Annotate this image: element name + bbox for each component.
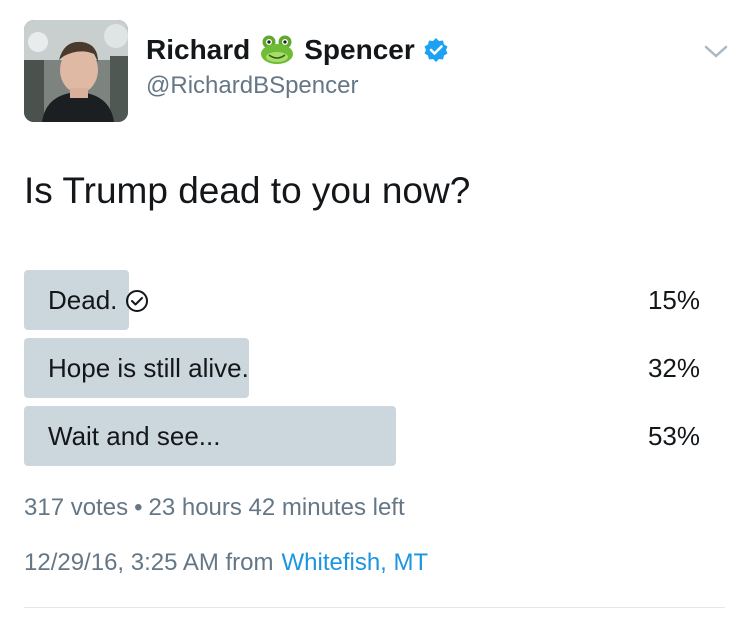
poll-option-percent: 15% [647,285,700,315]
poll: Dead. 15% Hope is still alive. 32% Wait … [24,270,704,474]
separator-dot: • [134,494,143,521]
display-name[interactable]: Richard Spencer [146,34,449,66]
poll-meta: 317 votes • 23 hours 42 minutes left [24,494,405,522]
poll-bar [24,338,249,398]
tweet-text: Is Trump dead to you now? [24,170,471,211]
timestamp-row: 12/29/16, 3:25 AM from Whitefish, MT [24,549,428,577]
poll-option-hope[interactable]: Hope is still alive. 32% [24,338,704,398]
frog-face-icon [260,35,294,65]
verified-badge-icon [423,37,449,63]
poll-option-percent: 53% [647,421,700,451]
user-handle[interactable]: @RichardBSpencer [146,72,359,99]
check-circle-icon [125,289,149,313]
poll-option-label: Hope is still alive. [48,353,249,383]
poll-option-percent: 32% [647,353,700,383]
avatar[interactable] [24,20,128,122]
display-name-first: Richard [146,34,251,65]
chevron-down-icon[interactable] [703,44,729,60]
poll-bar [24,270,130,330]
poll-option-wait[interactable]: Wait and see... 53% [24,406,704,466]
divider [24,607,725,608]
poll-bar [24,406,397,466]
poll-option-label: Wait and see... [48,421,221,451]
poll-option-dead[interactable]: Dead. 15% [24,270,704,330]
vote-count: 317 votes [24,494,129,521]
time-left: 23 hours 42 minutes left [148,494,405,521]
display-name-last: Spencer [304,34,415,65]
location-link[interactable]: Whitefish, MT [281,549,429,576]
poll-option-label: Dead. [48,285,118,315]
timestamp[interactable]: 12/29/16, 3:25 AM from [24,549,274,576]
